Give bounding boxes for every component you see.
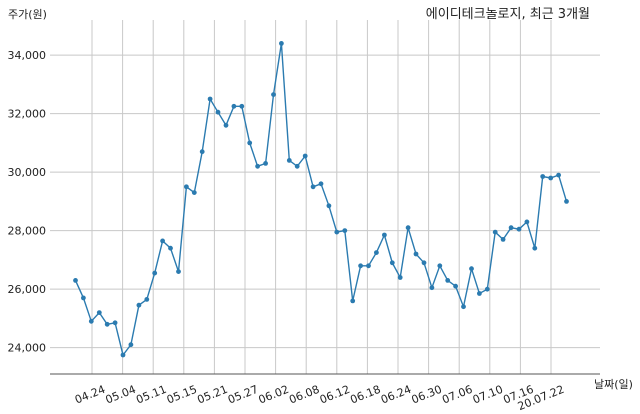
- data-point: [421, 260, 427, 266]
- data-point: [484, 286, 490, 292]
- data-point: [564, 199, 569, 204]
- data-point: [461, 304, 466, 310]
- x-tick-label: 05.27: [226, 383, 260, 407]
- data-point: [247, 140, 253, 146]
- data-point: [532, 245, 538, 251]
- data-point: [516, 226, 522, 232]
- series-line: [74, 43, 568, 357]
- data-point: [88, 318, 94, 324]
- data-point: [469, 266, 474, 272]
- data-point: [191, 190, 197, 196]
- data-point: [453, 283, 458, 289]
- y-axis-label: 주가(원): [8, 8, 47, 21]
- x-tick-label: 06.24: [379, 383, 413, 407]
- x-tick-label: 07.06: [440, 383, 474, 407]
- data-point: [382, 232, 387, 238]
- data-point: [96, 310, 102, 315]
- data-point: [128, 342, 134, 348]
- data-point: [350, 298, 356, 304]
- data-point: [334, 229, 340, 235]
- x-tick-label: 05.15: [165, 383, 199, 407]
- data-point: [176, 269, 181, 274]
- y-tick-label: 34,000: [8, 49, 47, 62]
- x-tick-label: 05.11: [134, 383, 168, 407]
- x-tick-label: 06.08: [287, 383, 321, 407]
- data-point: [271, 92, 276, 97]
- y-tick-labels: 24,000 26,000 28,000 30,000 32,000 34,000: [8, 49, 47, 355]
- data-point: [556, 172, 561, 178]
- data-point: [207, 96, 213, 102]
- data-point: [81, 295, 86, 301]
- data-point: [223, 122, 229, 128]
- x-tick-label: 07.10: [471, 383, 505, 407]
- x-tick-label: 06.30: [410, 383, 444, 407]
- data-point: [366, 263, 371, 269]
- x-tick-label: 06.18: [348, 383, 382, 407]
- data-point: [302, 153, 308, 159]
- data-point: [342, 228, 348, 234]
- data-point: [413, 251, 419, 257]
- x-tick-label: 06.02: [257, 383, 291, 407]
- data-point: [508, 225, 514, 231]
- x-tick-labels: 04.2405.0405.1105.1505.2105.2706.0206.08…: [73, 383, 566, 413]
- x-tick-label: 06.12: [318, 383, 352, 407]
- data-point: [540, 174, 546, 179]
- x-axis-label: 날짜(일): [594, 377, 633, 391]
- data-point: [405, 225, 411, 231]
- data-point: [160, 238, 166, 244]
- data-point: [492, 229, 498, 235]
- data-point: [294, 163, 300, 169]
- data-point: [358, 263, 363, 269]
- data-point: [73, 278, 78, 283]
- data-point: [231, 103, 237, 109]
- y-tick-label: 28,000: [8, 225, 47, 238]
- data-point: [144, 297, 150, 302]
- data-point: [286, 158, 292, 163]
- data-point: [152, 270, 158, 276]
- x-tick-label: 04.24: [73, 383, 107, 407]
- data-point: [112, 320, 118, 326]
- data-point: [548, 175, 554, 181]
- data-point: [255, 163, 260, 169]
- y-tick-label: 30,000: [8, 166, 47, 179]
- data-point: [397, 275, 403, 280]
- data-point: [104, 321, 110, 327]
- data-point: [318, 181, 324, 187]
- data-point: [445, 278, 451, 283]
- x-tick-label: 05.04: [104, 383, 138, 407]
- data-point: [215, 109, 221, 115]
- grid-lines: [50, 20, 600, 374]
- data-point: [263, 161, 268, 166]
- y-tick-label: 26,000: [8, 283, 47, 296]
- data-point: [310, 184, 316, 190]
- data-point: [279, 41, 284, 46]
- data-point: [429, 285, 435, 291]
- price-series: [73, 41, 569, 358]
- data-point: [199, 149, 205, 155]
- data-point: [524, 219, 530, 225]
- data-point: [168, 245, 173, 251]
- data-point: [326, 203, 332, 209]
- chart-title: 에이디테크놀로지, 최근 3개월: [426, 7, 590, 22]
- data-point: [500, 237, 506, 242]
- x-tick-label: 05.21: [195, 383, 229, 407]
- data-point: [477, 291, 482, 296]
- data-point: [120, 352, 126, 358]
- y-tick-label: 32,000: [8, 108, 47, 121]
- data-point: [389, 260, 395, 266]
- y-tick-label: 24,000: [8, 342, 47, 355]
- data-point: [239, 103, 245, 109]
- data-point: [374, 250, 379, 256]
- data-point: [437, 263, 443, 269]
- data-point: [184, 184, 189, 190]
- data-point: [136, 302, 142, 308]
